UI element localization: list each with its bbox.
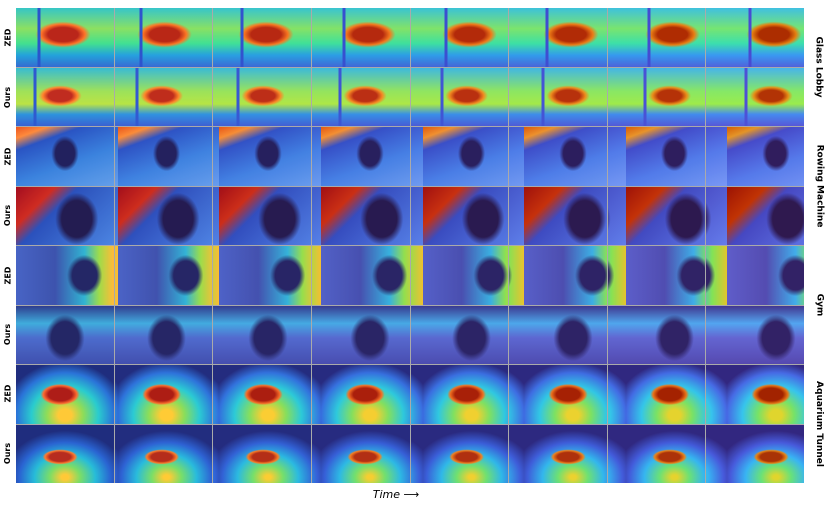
row-label: Ours	[0, 424, 16, 483]
depth-map-ours	[410, 67, 509, 126]
depth-map-zed	[607, 365, 706, 424]
depth-map-ours	[114, 67, 213, 126]
row-label: ZED	[0, 246, 16, 305]
row-label-text: ZED	[3, 266, 13, 285]
scene-label: Aquarium Tunnel	[806, 364, 832, 483]
depth-map-ours	[311, 67, 410, 126]
depth-map-zed	[410, 127, 509, 186]
depth-map-ours	[311, 305, 410, 364]
depth-map-zed	[213, 127, 311, 186]
depth-map-zed	[706, 8, 804, 67]
depth-map-ours	[213, 424, 311, 483]
depth-map-zed	[607, 246, 706, 305]
depth-map-zed	[607, 127, 706, 186]
depth-map-zed	[410, 246, 509, 305]
depth-map-zed	[311, 365, 410, 424]
depth-map-ours	[607, 424, 706, 483]
depth-map-zed	[607, 8, 706, 67]
depth-map-ours	[114, 424, 213, 483]
depth-map-ours	[509, 186, 607, 245]
depth-map-grid	[16, 8, 804, 483]
depth-map-ours	[213, 305, 311, 364]
depth-map-zed	[16, 127, 114, 186]
depth-map-ours	[410, 186, 509, 245]
depth-map-zed	[114, 365, 213, 424]
depth-map-zed	[16, 246, 114, 305]
depth-map-ours	[311, 186, 410, 245]
x-axis-label: Time ⟶	[372, 488, 420, 501]
depth-map-ours	[16, 186, 114, 245]
scene-label: Gym	[806, 246, 832, 365]
scene-label-text: Gym	[813, 293, 824, 317]
depth-map-zed	[114, 127, 213, 186]
row-label-text: Ours	[3, 442, 13, 464]
depth-map-zed	[509, 246, 607, 305]
row-label: ZED	[0, 8, 16, 67]
scene-label: Glass Lobby	[806, 8, 832, 127]
depth-map-zed	[311, 127, 410, 186]
depth-map-ours	[706, 67, 804, 126]
depth-map-zed	[213, 365, 311, 424]
depth-map-ours	[706, 424, 804, 483]
depth-map-ours	[114, 186, 213, 245]
scene-label: Rowing Machine	[806, 127, 832, 246]
depth-map-ours	[607, 186, 706, 245]
row-label-text: Ours	[3, 205, 13, 227]
depth-map-zed	[509, 365, 607, 424]
depth-map-ours	[16, 67, 114, 126]
depth-map-zed	[410, 365, 509, 424]
row-label: Ours	[0, 67, 16, 126]
depth-map-zed	[114, 8, 213, 67]
depth-map-zed	[311, 8, 410, 67]
depth-map-zed	[16, 8, 114, 67]
depth-map-ours	[706, 186, 804, 245]
row-label: Ours	[0, 186, 16, 245]
depth-map-ours	[607, 67, 706, 126]
depth-map-ours	[213, 186, 311, 245]
depth-map-zed	[213, 246, 311, 305]
depth-map-ours	[213, 67, 311, 126]
depth-map-ours	[706, 305, 804, 364]
depth-map-zed	[509, 127, 607, 186]
row-label: ZED	[0, 127, 16, 186]
depth-map-ours	[509, 305, 607, 364]
depth-map-ours	[311, 424, 410, 483]
depth-map-zed	[311, 246, 410, 305]
row-label: ZED	[0, 364, 16, 423]
scene-label-text: Glass Lobby	[814, 36, 824, 98]
row-label-text: ZED	[3, 28, 13, 47]
depth-map-zed	[706, 127, 804, 186]
depth-map-ours	[16, 424, 114, 483]
row-label-text: Ours	[3, 323, 13, 346]
scene-label-text: Aquarium Tunnel	[814, 380, 824, 467]
depth-map-zed	[706, 246, 804, 305]
depth-map-ours	[16, 305, 114, 364]
depth-map-zed	[410, 8, 509, 67]
row-label-text: ZED	[3, 147, 13, 166]
depth-map-ours	[509, 424, 607, 483]
depth-map-zed	[509, 8, 607, 67]
depth-map-ours	[410, 305, 509, 364]
depth-map-ours	[410, 424, 509, 483]
depth-map-ours	[607, 305, 706, 364]
row-label-text: ZED	[3, 384, 13, 403]
depth-map-ours	[509, 67, 607, 126]
depth-map-zed	[213, 8, 311, 67]
depth-map-ours	[114, 305, 213, 364]
row-label-text: Ours	[3, 86, 13, 108]
row-label: Ours	[0, 305, 16, 364]
depth-map-zed	[16, 365, 114, 424]
depth-map-zed	[706, 365, 804, 424]
depth-map-zed	[114, 246, 213, 305]
scene-label-text: Rowing Machine	[814, 144, 824, 228]
